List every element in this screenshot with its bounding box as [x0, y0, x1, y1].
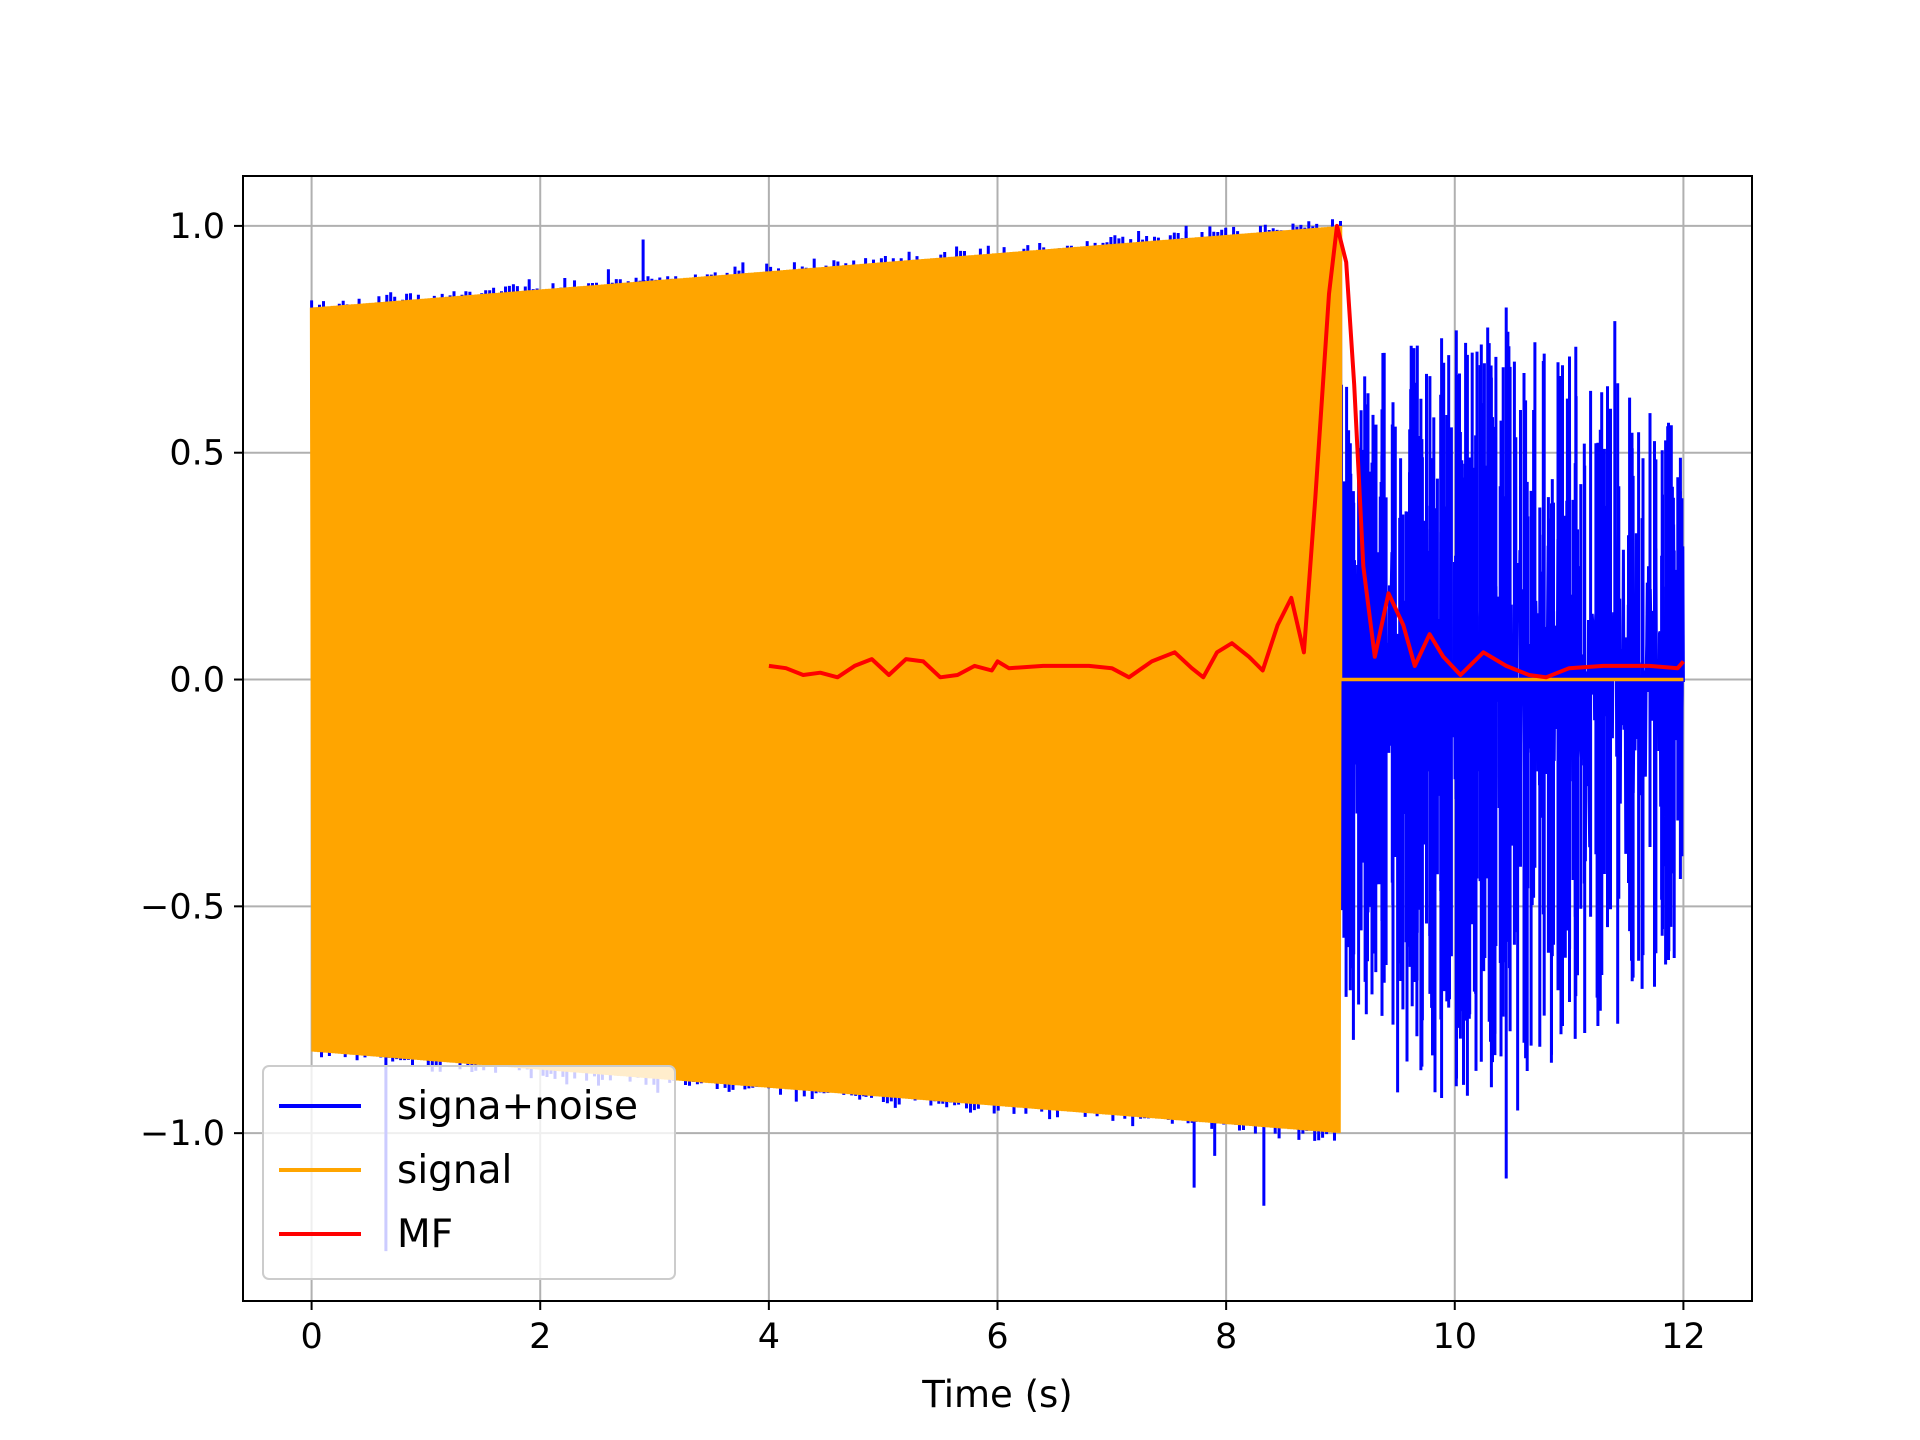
series-layer: [309, 219, 1685, 1252]
legend-label: signa+noise: [397, 1084, 638, 1129]
y-tick-label: 0.0: [169, 661, 225, 701]
x-tick-label: 4: [758, 1317, 780, 1357]
x-tick-label: 2: [529, 1317, 551, 1357]
axis-ticks: 0 2 4 6 8 10 12 1.0 0.5 0.0 −0.5 −1.0: [140, 207, 1706, 1357]
x-axis-label: Time (s): [921, 1373, 1072, 1416]
y-tick-label: −0.5: [140, 887, 225, 927]
legend-label: signal: [397, 1148, 512, 1193]
y-tick-label: 0.5: [169, 434, 225, 474]
x-tick-label: 8: [1215, 1317, 1237, 1357]
legend: signa+noise signal MF: [262, 1065, 676, 1280]
legend-label: MF: [397, 1212, 453, 1257]
x-tick-label: 12: [1661, 1317, 1706, 1357]
x-tick-label: 6: [986, 1317, 1008, 1357]
y-tick-label: −1.0: [140, 1114, 225, 1154]
series-mf-line: [768, 223, 1685, 680]
x-tick-label: 0: [300, 1317, 322, 1357]
y-tick-label: 1.0: [169, 207, 225, 247]
x-tick-label: 10: [1432, 1317, 1477, 1357]
legend-box: [262, 1065, 676, 1280]
